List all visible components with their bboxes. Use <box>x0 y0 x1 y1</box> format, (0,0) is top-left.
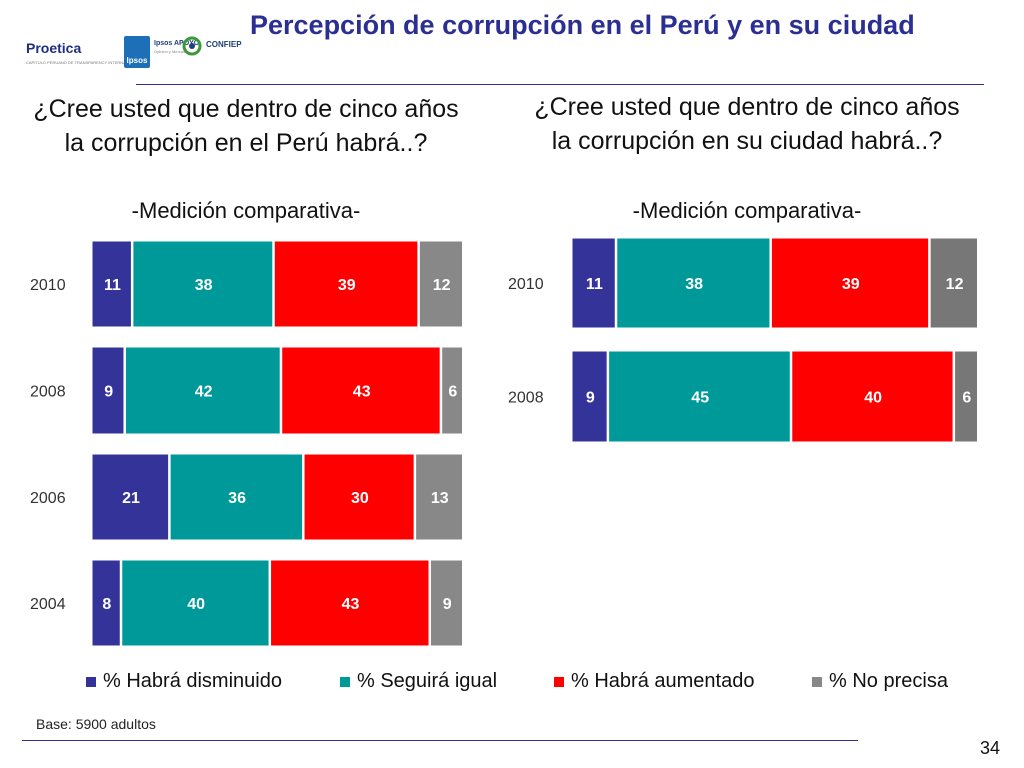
right-category-label-2008: 2008 <box>508 390 544 407</box>
left-bar-2004-igual <box>121 559 270 647</box>
left-category-label-2004: 2004 <box>30 596 66 613</box>
page-number: 34 <box>980 738 1001 758</box>
left-bar-2004-no-precisa <box>430 559 463 647</box>
right-value-label-2008-disminuido: 9 <box>586 390 595 407</box>
left-bar-2010-aumentado <box>273 240 419 328</box>
left-category-label-2006: 2006 <box>30 490 66 507</box>
logos: Proetica CAPITULO PERUANO DE TRANSPARENC… <box>22 30 247 74</box>
left-bar-2004-disminuido <box>91 559 121 647</box>
left-chart-question: ¿Cree usted que dentro de cinco años la … <box>33 95 459 157</box>
left-bar-2008-igual <box>124 346 281 435</box>
right-value-label-2008-aumentado: 40 <box>864 390 882 407</box>
legend-item-aumentado: % Habrá aumentado <box>554 670 754 693</box>
confiep-logo: CONFIEP <box>206 40 242 49</box>
ipsos-logo: Ipsos <box>124 36 150 68</box>
right-bar-2010-igual <box>616 237 771 329</box>
left-value-label-2010-igual: 38 <box>195 277 213 294</box>
left-value-label-2006-disminuido: 21 <box>122 490 140 507</box>
left-bar-2006-igual <box>169 453 304 541</box>
left-bar-2008-disminuido <box>91 346 125 435</box>
right-bar-2008-no-precisa <box>954 350 979 443</box>
legend-label-no-precisa: % No precisa <box>829 670 948 692</box>
left-category-label-2008: 2008 <box>30 384 66 401</box>
right-bar-2010-no-precisa <box>929 237 978 329</box>
left-value-label-2006-igual: 36 <box>228 490 246 507</box>
right-bar-2010-aumentado <box>770 237 930 329</box>
ipsos-apoyo-logo: Ipsos APOYO <box>154 40 200 47</box>
ipsos-logo-text: Ipsos <box>126 56 148 65</box>
left-bar-2004-aumentado <box>270 559 430 647</box>
legend-swatch-aumentado <box>554 676 564 687</box>
right-category-label-2010: 2010 <box>508 276 544 293</box>
left-bar-2008-aumentado <box>281 346 441 435</box>
legend-swatch-no-precisa <box>812 676 822 687</box>
legend-label-aumentado: % Habrá aumentado <box>571 670 755 692</box>
right-value-label-2010-no-precisa: 12 <box>946 276 964 293</box>
right-bar-2008-disminuido <box>571 350 608 443</box>
left-bar-2008-no-precisa <box>441 346 463 435</box>
legend-item-igual: % Seguirá igual <box>340 670 497 693</box>
left-value-label-2010-aumentado: 39 <box>338 277 356 294</box>
right-value-label-2010-disminuido: 11 <box>586 276 603 293</box>
legend-swatch-disminuido <box>86 676 96 687</box>
left-bar-2010-igual <box>132 240 274 328</box>
footer-divider <box>22 740 858 741</box>
left-value-label-2008-aumentado: 43 <box>353 384 371 401</box>
right-chart-subtitle: -Medición comparativa- <box>632 198 862 223</box>
left-value-label-2008-disminuido: 9 <box>104 384 113 401</box>
legend-swatch-igual <box>340 676 350 687</box>
title-divider <box>136 84 984 85</box>
left-value-label-2010-no-precisa: 12 <box>433 277 451 294</box>
left-category-label-2010: 2010 <box>30 277 66 294</box>
left-value-label-2008-no-precisa: 6 <box>448 384 457 401</box>
left-value-label-2006-no-precisa: 13 <box>431 490 449 507</box>
proetica-logo: Proetica <box>26 40 82 56</box>
left-value-label-2004-no-precisa: 9 <box>443 596 452 613</box>
left-value-label-2004-igual: 40 <box>187 596 205 613</box>
page-title: Percepción de corrupción en el Perú y en… <box>250 10 915 40</box>
left-value-label-2004-aumentado: 43 <box>342 596 360 613</box>
left-bar-2006-aumentado <box>303 453 415 541</box>
left-chart-subtitle: -Medición comparativa- <box>131 198 361 223</box>
left-bar-2010-disminuido <box>91 240 132 328</box>
left-bar-2010-no-precisa <box>418 240 463 328</box>
right-value-label-2010-igual: 38 <box>685 276 703 293</box>
left-bar-2006-disminuido <box>91 453 170 541</box>
right-bar-2010-disminuido <box>571 237 616 329</box>
legend-item-no-precisa: % No precisa <box>812 670 948 693</box>
left-value-label-2006-aumentado: 30 <box>351 490 369 507</box>
right-value-label-2010-aumentado: 39 <box>842 276 860 293</box>
ipsos-apoyo-logo-subtitle: Opinión y Mercado <box>154 49 188 54</box>
right-bar-2008-igual <box>608 350 791 443</box>
chart-legend: % Habrá disminuido % Seguirá igual % Hab… <box>86 670 986 694</box>
right-value-label-2008-igual: 45 <box>691 390 709 407</box>
legend-item-disminuido: % Habrá disminuido <box>86 670 282 693</box>
left-value-label-2010-disminuido: 11 <box>104 277 121 294</box>
base-note: Base: 5900 adultos <box>36 716 156 732</box>
left-value-label-2008-igual: 42 <box>195 384 213 401</box>
proetica-logo-subtitle: CAPITULO PERUANO DE TRANSPARENCY INTERNA… <box>26 60 140 65</box>
right-chart-question: ¿Cree usted que dentro de cinco años la … <box>534 93 960 155</box>
left-bar-2006-no-precisa <box>415 453 464 541</box>
right-value-label-2008-no-precisa: 6 <box>962 390 971 407</box>
right-bar-2008-aumentado <box>791 350 954 443</box>
legend-label-igual: % Seguirá igual <box>357 670 498 692</box>
legend-label-disminuido: % Habrá disminuido <box>103 670 282 692</box>
left-value-label-2004-disminuido: 8 <box>102 596 111 613</box>
confiep-emblem-icon <box>182 36 202 56</box>
